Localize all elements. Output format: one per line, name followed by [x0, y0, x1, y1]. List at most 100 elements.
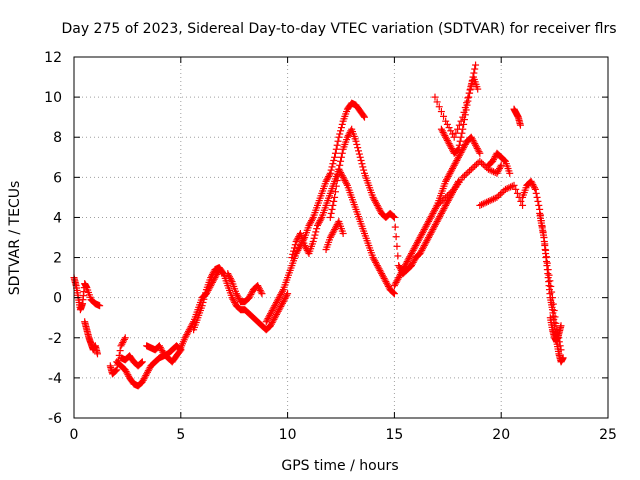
data-point-fill: [389, 288, 397, 296]
data-point: [262, 318, 270, 326]
data-point: [352, 137, 360, 145]
data-point-fill: [337, 124, 345, 132]
data-point: [442, 193, 450, 201]
data-point: [442, 177, 450, 185]
data-point: [489, 157, 497, 165]
data-point-fill: [513, 189, 521, 197]
data-point: [369, 254, 377, 262]
data-point: [113, 366, 121, 374]
data-point-fill: [389, 212, 397, 220]
data-point-fill: [424, 235, 432, 243]
data-point: [403, 258, 411, 266]
data-point-fill: [277, 290, 285, 298]
data-point: [472, 61, 480, 69]
data-point: [407, 262, 415, 270]
data-point-fill: [384, 282, 392, 290]
x-tick-label: 5: [176, 427, 185, 443]
data-point-fill: [327, 209, 335, 217]
data-point-fill: [278, 289, 286, 297]
data-point-fill: [376, 266, 384, 274]
data-point-fill: [156, 343, 164, 351]
grid-lines: [74, 57, 608, 418]
data-point-fill: [427, 229, 435, 237]
data-point: [497, 161, 505, 169]
data-point-fill: [315, 218, 323, 226]
data-point-fill: [441, 132, 449, 140]
data-point: [271, 302, 279, 310]
data-point-fill: [268, 319, 276, 327]
data-point-fill: [390, 213, 398, 221]
data-point: [284, 290, 292, 298]
data-point-fill: [312, 228, 320, 236]
data-point-fill: [423, 237, 431, 245]
data-point-fill: [434, 216, 442, 224]
data-point-fill: [325, 171, 333, 179]
data-point-fill: [503, 185, 511, 193]
data-point-fill: [457, 117, 465, 125]
data-point-fill: [374, 263, 382, 271]
data-point-fill: [528, 179, 536, 187]
data-point: [390, 213, 398, 221]
data-point-fill: [289, 250, 297, 258]
data-point: [335, 133, 343, 141]
y-tick-label: 2: [53, 251, 62, 267]
data-point: [382, 278, 390, 286]
data-point-fill: [405, 254, 413, 262]
data-point-fill: [474, 146, 482, 154]
data-point-fill: [464, 169, 472, 177]
data-point-fill: [448, 144, 456, 152]
data-point-fill: [535, 201, 543, 209]
data-point-fill: [435, 214, 443, 222]
data-point: [331, 153, 339, 161]
data-point-fill: [248, 289, 256, 297]
data-point-fill: [296, 243, 304, 251]
plot-frame: [73, 56, 609, 419]
data-point-fill: [391, 223, 399, 231]
data-point: [433, 217, 441, 225]
data-point: [416, 234, 424, 241]
data-point: [254, 282, 262, 290]
data-point-fill: [438, 127, 446, 135]
data-point-fill: [123, 369, 131, 377]
data-point-fill: [414, 237, 422, 245]
data-point-fill: [413, 238, 421, 246]
data-point-fill: [490, 195, 498, 203]
data-point-fill: [419, 243, 427, 251]
data-point-fill: [454, 155, 462, 163]
data-point-fill: [225, 271, 233, 279]
data-point-fill: [265, 313, 273, 321]
data-point-fill: [145, 365, 153, 373]
data-point: [271, 314, 279, 322]
data-point-fill: [508, 182, 516, 190]
data-point-fill: [360, 112, 368, 120]
data-point-fill: [257, 288, 265, 296]
data-point: [117, 342, 125, 350]
data-point-fill: [280, 296, 288, 304]
data-point: [138, 358, 146, 366]
data-point-fill: [374, 203, 382, 211]
data-point-fill: [313, 225, 321, 233]
data-point-fill: [208, 272, 216, 280]
data-point-fill: [230, 297, 238, 305]
data-point-fill: [488, 196, 496, 204]
data-point-fill: [423, 221, 431, 229]
data-point-fill: [371, 257, 379, 265]
data-point-fill: [142, 371, 150, 379]
data-point-fill: [444, 173, 452, 181]
data-point: [326, 213, 334, 221]
data-point: [292, 238, 300, 246]
data-point-fill: [427, 213, 435, 221]
data-point-fill: [418, 230, 426, 238]
data-point-fill: [229, 295, 237, 303]
data-point: [446, 169, 454, 177]
data-point-fill: [460, 142, 468, 150]
data-point: [224, 270, 232, 278]
data-point: [527, 177, 535, 185]
y-tick-label: 4: [53, 210, 62, 226]
data-point-fill: [331, 188, 339, 196]
data-point-fill: [472, 143, 480, 151]
data-point-fill: [272, 311, 280, 319]
data-point-fill: [332, 145, 340, 153]
data-point-fill: [498, 189, 506, 197]
x-tick-label: 20: [492, 427, 510, 443]
